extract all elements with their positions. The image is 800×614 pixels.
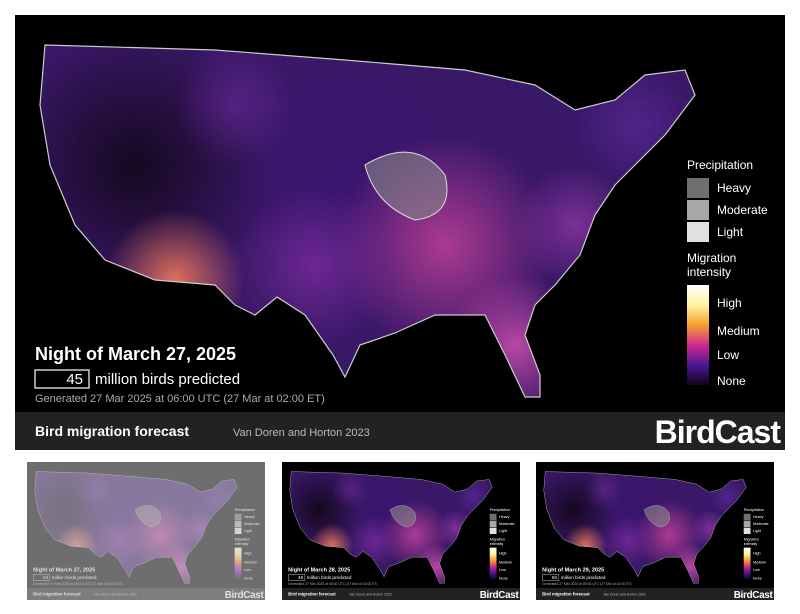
precipitation-level: Moderate [499, 522, 515, 526]
birdcast-logo: BirdCast [480, 590, 520, 601]
count-box [541, 574, 560, 581]
count-label: million birds predicted [307, 575, 352, 580]
count-label: million birds predicted [561, 575, 606, 580]
count-box [34, 369, 90, 389]
footer-bar [15, 412, 785, 450]
precipitation-title: Precipitation [744, 508, 764, 512]
migration-title: intensity [744, 542, 758, 546]
footer-bar [282, 587, 520, 600]
precipitation-level: Moderate [753, 522, 769, 526]
precipitation-swatch [743, 513, 751, 521]
generated-time: Generated 27 Mar 2025 at 06:00 UTC (27 M… [288, 582, 377, 586]
generated-time: Generated 27 Mar 2025 at 06:00 UTC (27 M… [35, 393, 325, 405]
precipitation-title: Precipitation [687, 158, 753, 172]
bird-count: 45 [66, 371, 83, 388]
migration-level: Medium [717, 324, 760, 338]
precipitation-area [390, 505, 416, 528]
precipitation-level: Light [717, 225, 744, 239]
credit: Van Doren and Horton 2023 [233, 427, 370, 439]
precipitation-level: Heavy [717, 181, 751, 195]
credit: Van Doren and Horton 2023 [603, 593, 645, 597]
precipitation-level: Light [499, 529, 508, 533]
precipitation-level: Heavy [753, 515, 764, 519]
migration-level: None [499, 576, 508, 580]
migration-level: None [753, 576, 762, 580]
migration-level: None [717, 374, 746, 388]
precipitation-swatch [489, 520, 497, 528]
map-outline [543, 471, 747, 584]
migration-level: Low [753, 568, 760, 572]
migration-title: Migration [490, 537, 505, 541]
migration-scale [743, 547, 751, 580]
migration-level: Low [499, 568, 506, 572]
precipitation-level: Light [753, 529, 762, 533]
count-box [287, 574, 306, 581]
footer-title: Bird migration forecast [35, 423, 189, 439]
precipitation-level: Heavy [499, 515, 510, 519]
birdcast-logo: BirdCast [734, 590, 774, 601]
map-outline [289, 471, 493, 584]
footer-bar [536, 587, 774, 600]
precipitation-swatch [489, 527, 497, 535]
precipitation-area [644, 505, 670, 528]
precipitation-swatch [743, 520, 751, 528]
night-title: Night of March 29, 2025 [542, 567, 604, 573]
precipitation-swatch [687, 200, 709, 220]
precipitation-area [364, 151, 448, 221]
map-outline [39, 44, 696, 398]
forecast-panel: Night of March 28, 2025 48 million birds p… [282, 462, 520, 601]
precipitation-swatch [687, 178, 709, 198]
precipitation-title: Precipitation [490, 508, 510, 512]
count-label: million birds predicted [95, 371, 240, 388]
generated-time: Generated 27 Mar 2025 at 06:00 UTC (27 M… [542, 582, 631, 586]
migration-title: Migration [744, 537, 759, 541]
migration-scale [489, 547, 497, 580]
bird-count: 48 [298, 575, 304, 580]
forecast-panel: Night of March 27, 202543million birds p… [27, 462, 265, 600]
migration-title: intensity [687, 265, 731, 279]
migration-title: intensity [490, 542, 504, 546]
migration-level: Medium [753, 560, 766, 564]
precipitation-swatch [489, 513, 497, 521]
precipitation-level: Moderate [717, 203, 768, 217]
faded-overlay [27, 462, 265, 600]
migration-level: High [499, 552, 507, 556]
night-title: Night of March 28, 2025 [288, 567, 350, 573]
precipitation-swatch [743, 527, 751, 535]
migration-scale [687, 285, 709, 385]
migration-level: Medium [499, 560, 512, 564]
forecast-panel: Night of March 29, 2025 50 million birds p… [536, 462, 774, 601]
precipitation-swatch [687, 222, 709, 242]
birdcast-logo: BirdCast [655, 414, 782, 450]
migration-title: Migration [687, 251, 736, 265]
night-title: Night of March 27, 2025 [35, 344, 236, 364]
migration-level: High [753, 552, 761, 556]
footer-title: Bird migration forecast [542, 592, 590, 597]
migration-level: High [717, 296, 742, 310]
footer-title: Bird migration forecast [288, 592, 336, 597]
credit: Van Doren and Horton 2023 [349, 593, 391, 597]
forecast-panel: Night of March 27, 2025 45 million birds p… [15, 15, 785, 450]
bird-count: 50 [552, 575, 558, 580]
migration-level: Low [717, 348, 739, 362]
